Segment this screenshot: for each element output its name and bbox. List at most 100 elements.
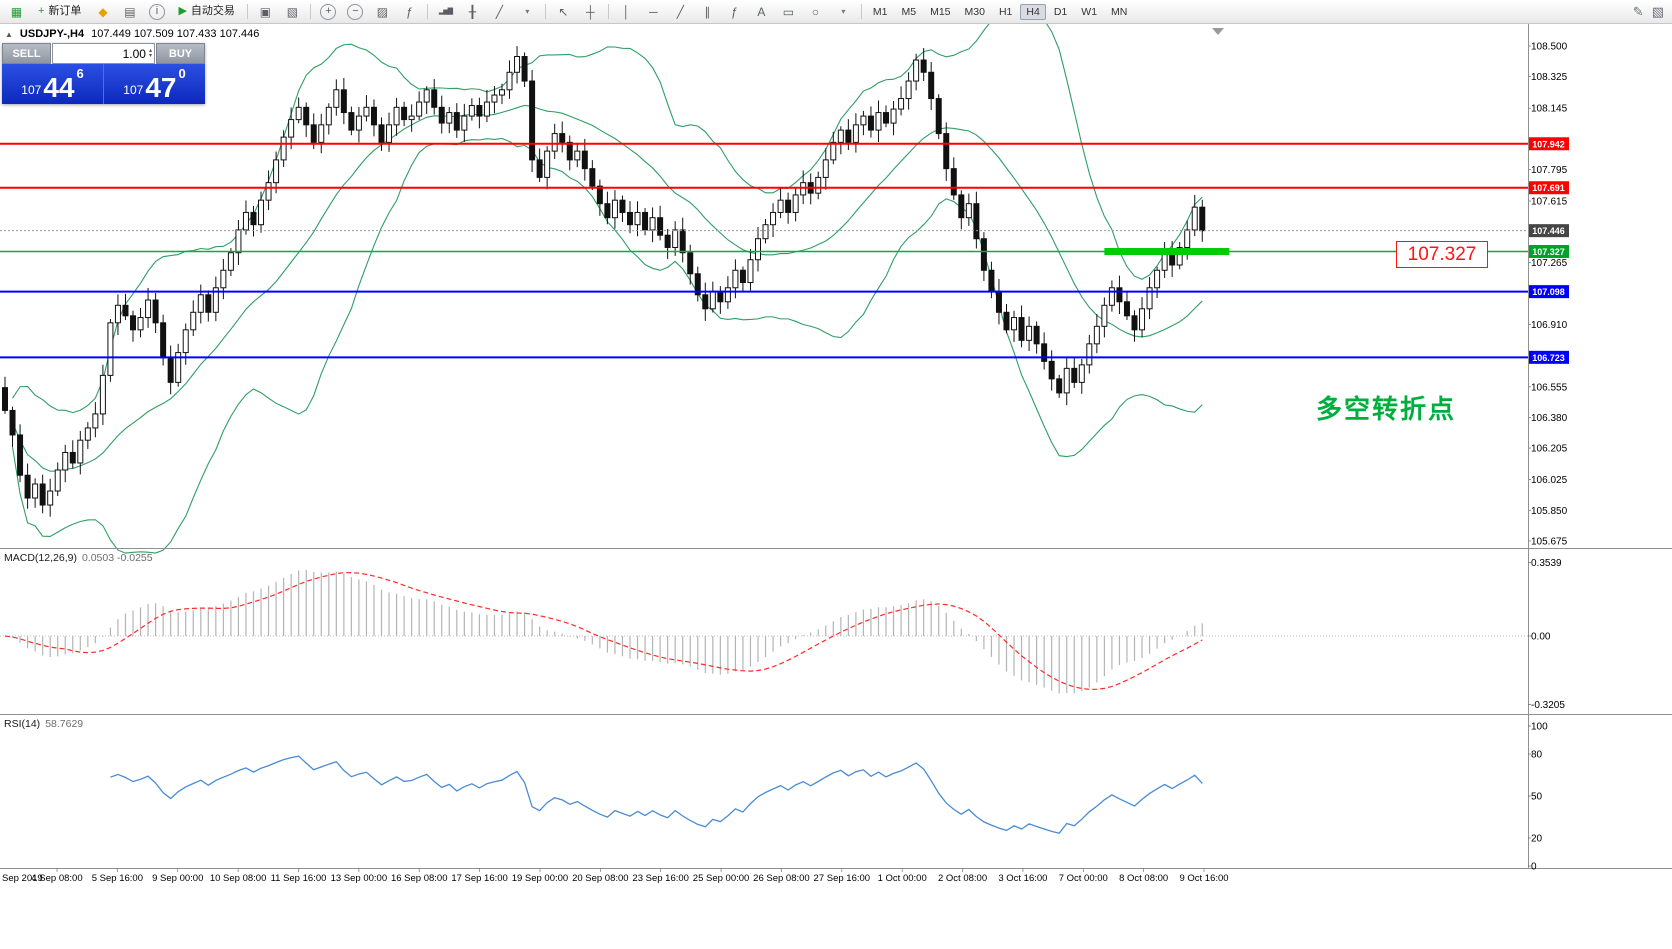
svg-text:16 Sep 08:00: 16 Sep 08:00	[391, 873, 448, 884]
timeframe-m1-button[interactable]: M1	[867, 4, 894, 20]
timeframe-h4-button[interactable]: H4	[1020, 3, 1046, 20]
mini-chart-icon[interactable]: ▧	[286, 4, 299, 19]
timeframe-mn-button[interactable]: MN	[1105, 4, 1133, 20]
chart-settings-icon[interactable]: ▧	[1651, 3, 1664, 19]
svg-text:106.910: 106.910	[1531, 320, 1568, 331]
rsi-indicator-label: RSI(14) 58.7629	[4, 718, 83, 730]
text-tool-icon[interactable]: A	[757, 4, 766, 19]
vertical-line-tool-icon[interactable]: │	[622, 4, 631, 19]
timeframe-m15-button[interactable]: M15	[924, 4, 956, 20]
timeframe-w1-button[interactable]: W1	[1075, 4, 1103, 20]
horizontal-line-tool-icon[interactable]: ─	[649, 4, 658, 19]
svg-text:106.380: 106.380	[1531, 413, 1568, 424]
volume-stepper[interactable]: 1.00 ▴ ▾	[52, 43, 155, 64]
autotrade-button[interactable]: ▶ 自动交易	[171, 2, 241, 21]
volume-up-icon[interactable]: ▴	[148, 47, 152, 54]
new-order-button[interactable]: + 新订单	[31, 2, 88, 21]
svg-text:25 Sep 00:00: 25 Sep 00:00	[693, 873, 750, 884]
indicators-icon[interactable]: ƒ	[406, 4, 413, 19]
svg-text:13 Sep 00:00: 13 Sep 00:00	[331, 873, 388, 884]
turning-point-note[interactable]: 多空转折点	[1316, 394, 1457, 424]
new-chart-icon[interactable]: ▦	[10, 4, 23, 19]
svg-text:20: 20	[1531, 834, 1543, 845]
cursor-icon[interactable]: ↖	[558, 4, 569, 19]
collapse-arrow-icon[interactable]: ▲	[5, 29, 13, 39]
zoom-in-icon[interactable]: +	[320, 3, 337, 20]
svg-text:9 Sep 00:00: 9 Sep 00:00	[152, 873, 203, 884]
sell-price[interactable]: 107 44 6	[2, 64, 104, 104]
toolbar-separator	[607, 4, 609, 19]
fibonacci-tool-icon[interactable]: ƒ	[731, 4, 738, 19]
svg-text:80: 80	[1531, 750, 1543, 761]
new-order-label: 新订单	[48, 5, 82, 17]
trendline-tool-icon[interactable]: ╱	[676, 4, 685, 19]
svg-text:0.00: 0.00	[1531, 632, 1551, 643]
timeframe-h1-button[interactable]: H1	[993, 4, 1018, 20]
chart-type-dropdown-icon[interactable]: ▾	[525, 6, 530, 16]
svg-text:107.327: 107.327	[1532, 247, 1565, 257]
svg-text:1 Oct 00:00: 1 Oct 00:00	[878, 873, 927, 884]
sell-price-figure: 107	[21, 83, 42, 97]
svg-text:10 Sep 08:00: 10 Sep 08:00	[210, 873, 267, 884]
shapes-dropdown-icon[interactable]: ▾	[841, 6, 846, 16]
new-order-plus-icon: +	[38, 5, 45, 17]
candlestick-chart-icon[interactable]: ╂	[468, 4, 477, 19]
buy-button[interactable]: BUY	[156, 43, 205, 64]
svg-text:106.555: 106.555	[1531, 382, 1568, 393]
windows-icon[interactable]: ▣	[259, 4, 272, 19]
timeframe-m30-button[interactable]: M30	[959, 4, 991, 20]
one-click-trading-panel: SELL 1.00 ▴ ▾ BUY 107 44 6 107 47 0	[2, 43, 205, 104]
svg-text:105.850: 105.850	[1531, 506, 1568, 517]
pencil-icon[interactable]: ✎	[1632, 3, 1644, 19]
profiles-icon[interactable]: ▤	[124, 4, 136, 19]
svg-text:0: 0	[1531, 862, 1537, 873]
info-icon[interactable]: i	[148, 3, 165, 20]
svg-text:11 Sep 16:00: 11 Sep 16:00	[271, 873, 327, 884]
svg-text:107.942: 107.942	[1532, 139, 1565, 149]
buy-price[interactable]: 107 47 0	[104, 64, 205, 104]
svg-text:26 Sep 08:00: 26 Sep 08:00	[753, 873, 810, 884]
toolbar-separator	[544, 4, 546, 19]
channel-tool-icon[interactable]: ∥	[704, 4, 711, 19]
symbol-info-bar: ▲ USDJPY-,H4 107.449 107.509 107.433 107…	[5, 28, 259, 40]
line-chart-icon[interactable]: ╱	[495, 4, 504, 19]
svg-text:7 Oct 00:00: 7 Oct 00:00	[1059, 873, 1108, 884]
svg-text:19 Sep 00:00: 19 Sep 00:00	[512, 873, 569, 884]
svg-text:106.025: 106.025	[1531, 475, 1568, 486]
svg-text:105.675: 105.675	[1531, 536, 1568, 547]
zoom-out-icon[interactable]: −	[347, 3, 364, 20]
svg-text:9 Oct 16:00: 9 Oct 16:00	[1179, 873, 1228, 884]
autotrade-play-icon: ▶	[178, 5, 187, 17]
macd-values: 0.0503 -0.0255	[81, 552, 153, 564]
toolbar-separator	[426, 4, 428, 19]
macd-indicator-label: MACD(12,26,9) 0.0503 -0.0255	[4, 552, 153, 564]
label-tool-icon[interactable]: ▭	[782, 4, 795, 19]
svg-text:-0.3205: -0.3205	[1531, 700, 1565, 711]
buy-price-figure: 107	[123, 83, 144, 97]
main-toolbar: ▦ + 新订单 ◆ ▤ i ▶ 自动交易 ▣ ▧ + − ▨ ƒ ▂▅▇ ╂ ╱…	[0, 0, 1672, 24]
shapes-tool-icon[interactable]: ○	[811, 4, 820, 19]
crosshair-icon[interactable]: ┼	[586, 4, 595, 19]
symbol-ohlc: 107.449 107.509 107.433 107.446	[91, 28, 260, 40]
timeframe-d1-button[interactable]: D1	[1048, 4, 1073, 20]
price-callout[interactable]: 107.327	[1396, 241, 1488, 268]
svg-text:3 Oct 16:00: 3 Oct 16:00	[998, 873, 1047, 884]
svg-text:5 Sep 16:00: 5 Sep 16:00	[92, 873, 143, 884]
autotrade-label: 自动交易	[190, 5, 235, 17]
sell-button[interactable]: SELL	[2, 43, 51, 64]
svg-text:0.3539: 0.3539	[1531, 558, 1562, 569]
buy-price-point: 0	[178, 66, 186, 81]
favorites-icon[interactable]: ◆	[98, 4, 108, 19]
svg-text:107.098: 107.098	[1532, 287, 1565, 297]
svg-text:100: 100	[1531, 722, 1548, 733]
toolbar-separator	[246, 4, 248, 19]
svg-text:27 Sep 16:00: 27 Sep 16:00	[814, 873, 871, 884]
volume-down-icon[interactable]: ▾	[148, 52, 152, 59]
bar-chart-icon[interactable]: ▂▅▇	[438, 8, 453, 15]
svg-text:Sep 2019: Sep 2019	[2, 873, 43, 884]
timeframe-m5-button[interactable]: M5	[896, 4, 923, 20]
macd-name: MACD(12,26,9)	[4, 552, 77, 564]
templates-icon[interactable]: ▨	[376, 4, 389, 19]
